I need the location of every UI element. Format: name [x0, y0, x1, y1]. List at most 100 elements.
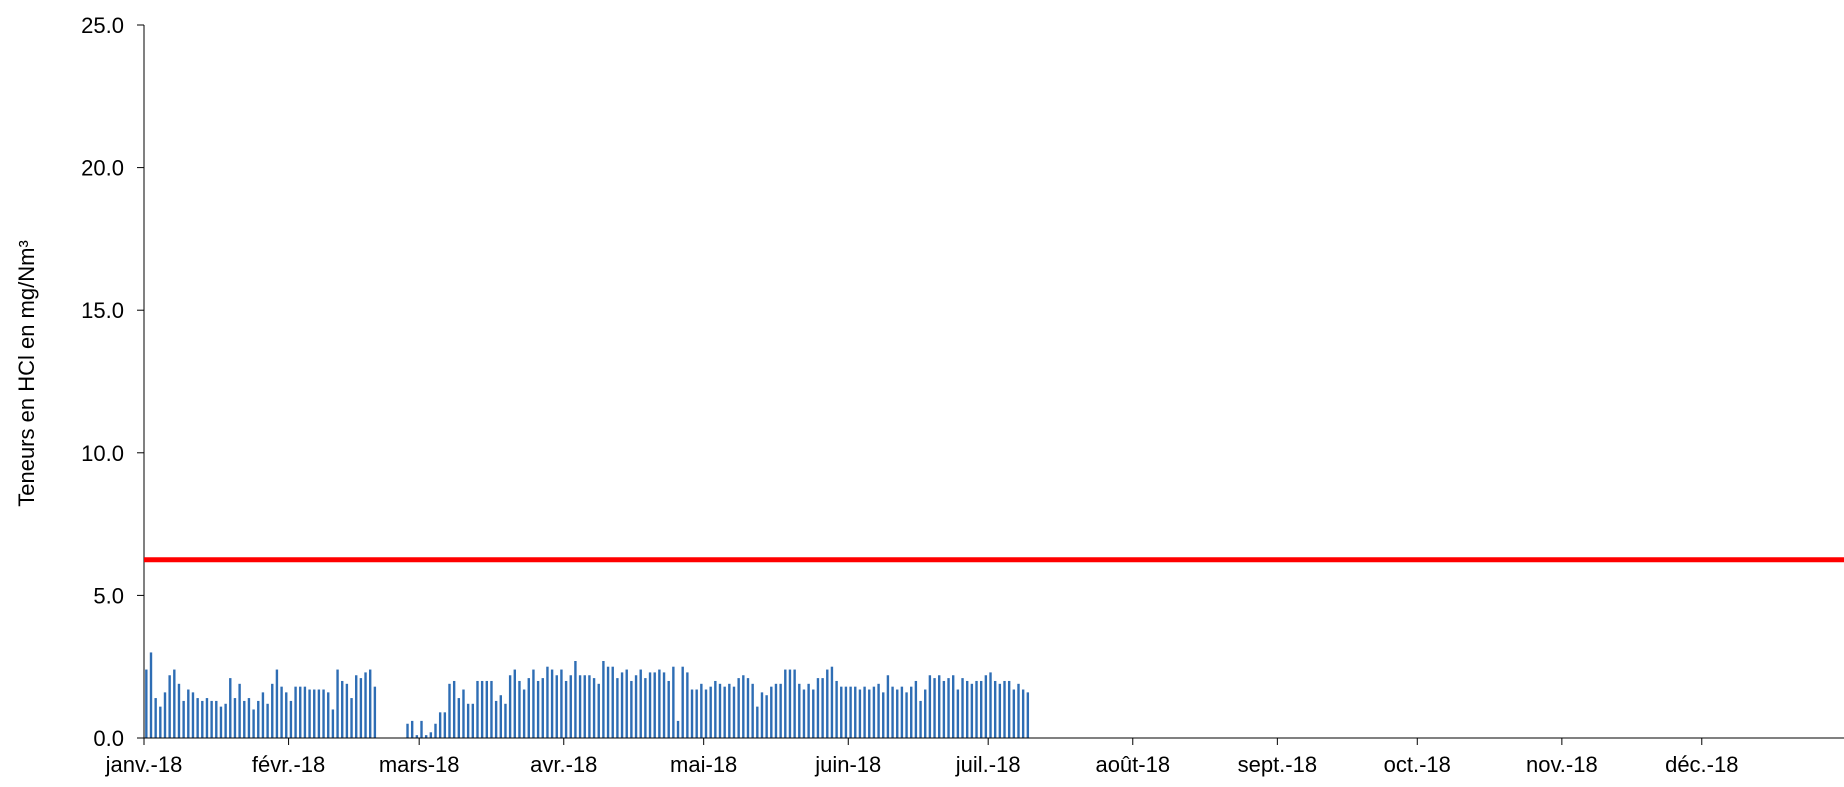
bar: [149, 652, 153, 738]
bar: [765, 695, 768, 738]
bar: [634, 675, 638, 738]
bar: [760, 692, 764, 738]
x-tick-label: janv.-18: [105, 752, 183, 777]
bar: [844, 686, 848, 738]
bar: [308, 689, 311, 738]
bar: [732, 686, 736, 738]
bar: [182, 700, 185, 738]
bar: [438, 712, 442, 738]
bar: [233, 698, 237, 738]
bar: [415, 735, 419, 738]
bar: [998, 683, 1002, 738]
bar: [793, 669, 796, 738]
bar: [984, 675, 988, 738]
bar-series: [145, 652, 1030, 738]
bar: [821, 678, 824, 738]
bar: [742, 675, 745, 738]
bar: [364, 672, 367, 738]
bar: [569, 675, 572, 738]
bar: [196, 698, 199, 738]
bar: [294, 686, 297, 738]
bar: [289, 700, 293, 738]
y-tick-label: 10.0: [81, 441, 124, 466]
y-tick-label: 25.0: [81, 13, 124, 38]
bar: [373, 686, 377, 738]
bar: [532, 669, 535, 738]
bar: [993, 680, 997, 738]
bar: [350, 698, 353, 738]
x-tick-label: oct.-18: [1384, 752, 1451, 777]
x-tick-label: sept.-18: [1238, 752, 1318, 777]
bar: [224, 703, 227, 738]
bar: [667, 680, 670, 738]
bar: [896, 689, 899, 738]
bar: [816, 678, 820, 738]
axes: [143, 25, 1844, 739]
bar: [205, 698, 209, 738]
bar: [406, 723, 409, 738]
y-axis-title: Teneurs en HCl en mg/Nm³: [14, 240, 39, 507]
bar: [564, 680, 568, 738]
bar: [826, 669, 829, 738]
bar: [900, 686, 904, 738]
bar: [620, 672, 624, 738]
bar: [420, 720, 423, 738]
bar: [770, 686, 773, 738]
bar: [868, 689, 871, 738]
bar: [849, 686, 852, 738]
bar: [966, 680, 969, 738]
bar: [243, 700, 246, 738]
bar: [774, 683, 778, 738]
bar: [1012, 689, 1016, 738]
x-tick-label: nov.-18: [1526, 752, 1598, 777]
bar: [345, 683, 349, 738]
bar: [303, 686, 307, 738]
bar: [1026, 692, 1030, 738]
bar: [476, 680, 479, 738]
bar: [480, 680, 484, 738]
bar: [499, 695, 502, 738]
bar: [709, 686, 712, 738]
bar: [173, 669, 176, 738]
bar: [751, 683, 754, 738]
bar: [910, 686, 913, 738]
bar: [681, 666, 684, 738]
bar: [658, 669, 661, 738]
bar: [840, 686, 843, 738]
bar: [331, 709, 335, 738]
bar: [690, 689, 694, 738]
bar: [536, 680, 540, 738]
bar: [541, 678, 544, 738]
bar: [341, 680, 344, 738]
bar: [746, 678, 750, 738]
bar: [210, 700, 213, 738]
bar: [280, 686, 283, 738]
bar: [616, 678, 619, 738]
bar: [588, 675, 591, 738]
bar: [989, 672, 992, 738]
bar: [424, 735, 428, 738]
bar: [410, 720, 414, 738]
x-tick-label: mars-18: [379, 752, 460, 777]
bar: [471, 703, 475, 738]
bar: [247, 698, 251, 738]
bar: [956, 689, 960, 738]
bar: [327, 692, 330, 738]
bar: [508, 675, 512, 738]
y-axis-ticks: 0.0 5.0 10.0 15.0 20.0 25.0: [81, 13, 144, 751]
bar: [369, 669, 372, 738]
bar: [854, 686, 857, 738]
bar: [933, 678, 936, 738]
bar: [938, 675, 941, 738]
bar: [448, 683, 451, 738]
x-tick-label: avr.-18: [530, 752, 597, 777]
bar: [163, 692, 167, 738]
bar: [201, 700, 204, 738]
x-tick-label: mai-18: [670, 752, 737, 777]
bar: [784, 669, 787, 738]
bar: [788, 669, 792, 738]
bar: [858, 689, 862, 738]
bar: [676, 720, 680, 738]
bar: [1017, 683, 1020, 738]
